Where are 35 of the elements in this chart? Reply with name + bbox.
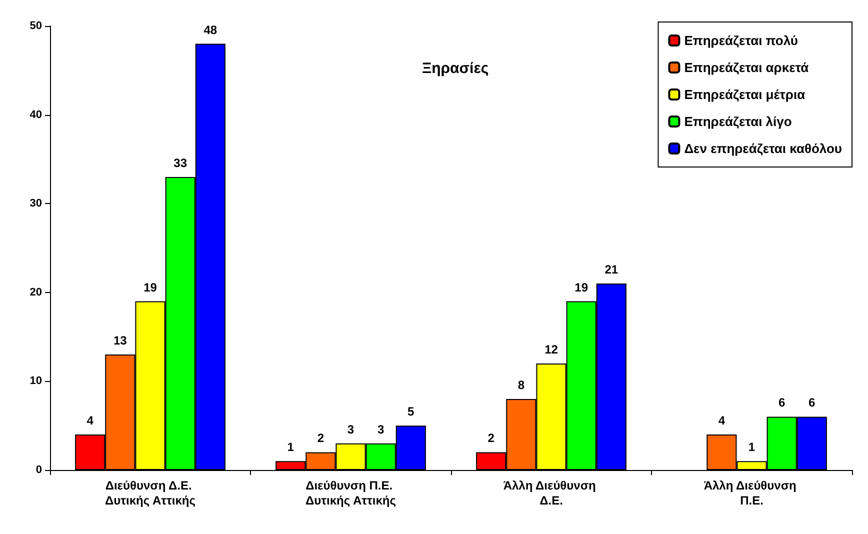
legend-label: Δεν επηρεάζεται καθόλου	[684, 141, 842, 156]
data-label: 5	[408, 404, 415, 419]
x-tick-label: Διεύθυνση Δ.Ε. Δυτικής Αττικής	[105, 478, 196, 508]
data-label: 48	[204, 22, 218, 37]
data-label: 1	[748, 440, 756, 454]
data-label: 2	[488, 431, 495, 446]
x-tick-label: Άλλη Διεύθυνση Π.Ε.	[704, 478, 800, 508]
data-label: 19	[574, 280, 588, 294]
data-label: 6	[778, 396, 786, 410]
legend-label: Επηρεάζεται πολύ	[684, 33, 798, 48]
data-label: 4	[718, 413, 726, 428]
data-label: 21	[604, 262, 618, 277]
data-label: 8	[518, 378, 525, 392]
y-tick-label: 50	[30, 20, 42, 32]
legend-label: Επηρεάζεται μέτρια	[684, 87, 806, 102]
y-tick-label: 10	[30, 375, 42, 388]
data-label: 3	[347, 422, 354, 436]
x-tick-label: Άλλη Διεύθυνση Δ.Ε.	[503, 478, 600, 508]
data-label: 19	[144, 280, 158, 294]
data-label: 33	[174, 156, 188, 170]
y-tick-label: 30	[30, 198, 42, 210]
legend-label: Επηρεάζεται αρκετά	[684, 60, 809, 75]
data-label: 3	[377, 422, 384, 436]
data-label: 13	[113, 334, 128, 348]
data-label: 12	[544, 342, 558, 356]
x-tick-label: Διεύθυνση Π.Ε. Δυτικής Αττικής	[306, 478, 396, 508]
y-tick-label: 40	[30, 108, 42, 121]
legend-label: Επηρεάζεται λίγο	[684, 114, 792, 129]
y-tick-label: 0	[36, 464, 42, 476]
data-label: 4	[86, 413, 94, 428]
data-label: 6	[808, 396, 816, 410]
text: Ξηρασίες	[422, 60, 489, 77]
data-label: 1	[287, 440, 294, 454]
y-tick-label: 20	[30, 286, 42, 298]
data-label: 2	[317, 431, 324, 446]
